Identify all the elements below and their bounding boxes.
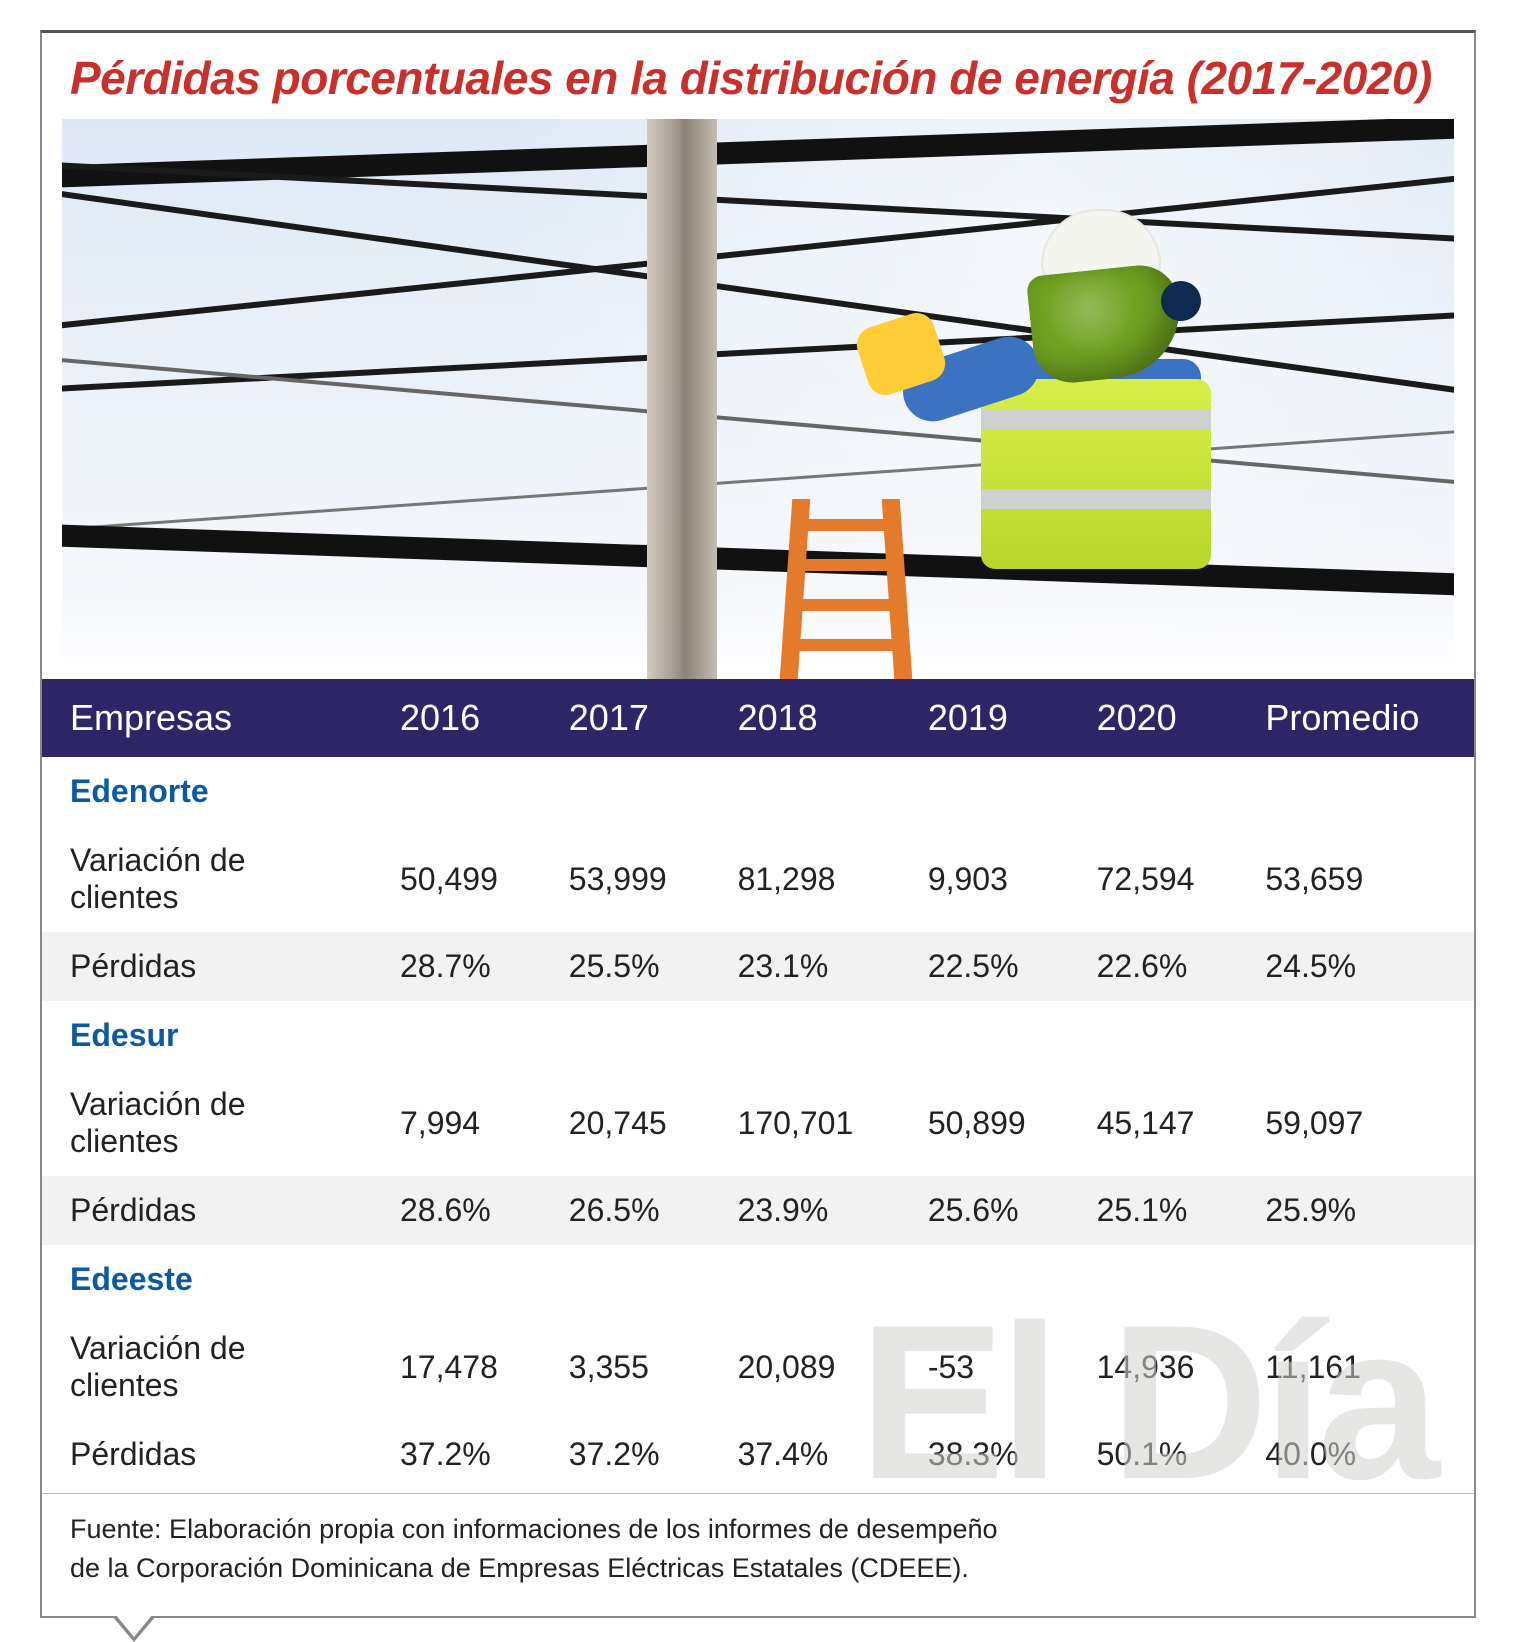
cell: 3,355 xyxy=(541,1314,710,1420)
section-label: Edenorte xyxy=(42,757,1474,826)
cell: 22.6% xyxy=(1069,932,1238,1001)
cell: 37.2% xyxy=(541,1420,710,1489)
column-header: 2018 xyxy=(710,679,900,757)
cell: 25.9% xyxy=(1237,1176,1474,1245)
cell: 24.5% xyxy=(1237,932,1474,1001)
table-row: Variación de clientes50,49953,99981,2989… xyxy=(42,826,1474,932)
section-row: Edesur xyxy=(42,1001,1474,1070)
cell: 25.6% xyxy=(900,1176,1069,1245)
cell: 25.5% xyxy=(541,932,710,1001)
cell: -53 xyxy=(900,1314,1069,1420)
cell: 50,899 xyxy=(900,1070,1069,1176)
source-line-1: Fuente: Elaboración propia con informaci… xyxy=(70,1514,998,1544)
cell: 40.0% xyxy=(1237,1420,1474,1489)
cell: 37.2% xyxy=(372,1420,541,1489)
cell: 9,903 xyxy=(900,826,1069,932)
cell: 45,147 xyxy=(1069,1070,1238,1176)
column-header: Empresas xyxy=(42,679,372,757)
table-row: Pérdidas28.6%26.5%23.9%25.6%25.1%25.9% xyxy=(42,1176,1474,1245)
losses-table: Empresas20162017201820192020Promedio Ede… xyxy=(42,679,1474,1489)
column-header: 2020 xyxy=(1069,679,1238,757)
table-row: Variación de clientes7,99420,745170,7015… xyxy=(42,1070,1474,1176)
cell: 53,999 xyxy=(541,826,710,932)
column-header: 2016 xyxy=(372,679,541,757)
cell: 25.1% xyxy=(1069,1176,1238,1245)
section-label: Edeeste xyxy=(42,1245,1474,1314)
column-header: 2017 xyxy=(541,679,710,757)
column-header: Promedio xyxy=(1237,679,1474,757)
cell: 23.9% xyxy=(710,1176,900,1245)
callout-notch xyxy=(112,1616,156,1642)
cell: 170,701 xyxy=(710,1070,900,1176)
section-row: Edenorte xyxy=(42,757,1474,826)
column-header: 2019 xyxy=(900,679,1069,757)
cell: 17,478 xyxy=(372,1314,541,1420)
cell: 20,089 xyxy=(710,1314,900,1420)
cell: 20,745 xyxy=(541,1070,710,1176)
cell: 11,161 xyxy=(1237,1314,1474,1420)
cell: 53,659 xyxy=(1237,826,1474,932)
source-line-2: de la Corporación Dominicana de Empresas… xyxy=(70,1553,969,1583)
cell: 72,594 xyxy=(1069,826,1238,932)
cell: 50,499 xyxy=(372,826,541,932)
lineman-illustration xyxy=(951,209,1231,629)
row-label: Pérdidas xyxy=(42,1420,372,1489)
hero-image xyxy=(62,119,1454,679)
table-row: Variación de clientes17,4783,35520,089-5… xyxy=(42,1314,1474,1420)
source-note: Fuente: Elaboración propia con informaci… xyxy=(42,1493,1474,1616)
cell: 59,097 xyxy=(1237,1070,1474,1176)
table-header-row: Empresas20162017201820192020Promedio xyxy=(42,679,1474,757)
cell: 50.1% xyxy=(1069,1420,1238,1489)
cell: 28.6% xyxy=(372,1176,541,1245)
cell: 28.7% xyxy=(372,932,541,1001)
cell: 14,936 xyxy=(1069,1314,1238,1420)
cell: 7,994 xyxy=(372,1070,541,1176)
row-label: Pérdidas xyxy=(42,932,372,1001)
cell: 26.5% xyxy=(541,1176,710,1245)
row-label: Variación de clientes xyxy=(42,826,372,932)
table-row: Pérdidas28.7%25.5%23.1%22.5%22.6%24.5% xyxy=(42,932,1474,1001)
section-label: Edesur xyxy=(42,1001,1474,1070)
row-label: Variación de clientes xyxy=(42,1314,372,1420)
infographic-container: Pérdidas porcentuales en la distribución… xyxy=(40,30,1476,1618)
cell: 81,298 xyxy=(710,826,900,932)
cell: 23.1% xyxy=(710,932,900,1001)
cell: 38.3% xyxy=(900,1420,1069,1489)
table-row: Pérdidas37.2%37.2%37.4%38.3%50.1%40.0% xyxy=(42,1420,1474,1489)
cell: 22.5% xyxy=(900,932,1069,1001)
row-label: Pérdidas xyxy=(42,1176,372,1245)
cell: 37.4% xyxy=(710,1420,900,1489)
page-title: Pérdidas porcentuales en la distribución… xyxy=(42,33,1474,119)
section-row: Edeeste xyxy=(42,1245,1474,1314)
row-label: Variación de clientes xyxy=(42,1070,372,1176)
